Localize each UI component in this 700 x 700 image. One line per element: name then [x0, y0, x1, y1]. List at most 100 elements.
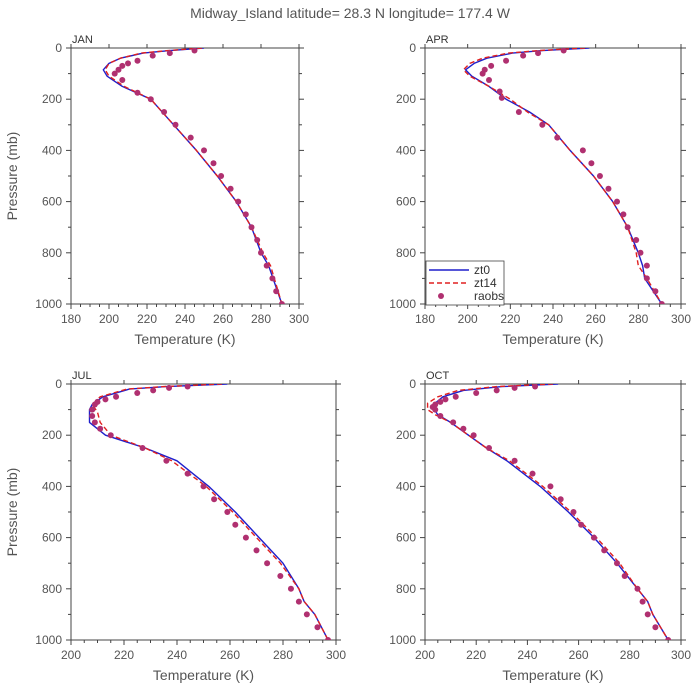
- y-tick-label: 400: [396, 479, 416, 493]
- raobs-point: [277, 573, 284, 579]
- raobs-point: [184, 384, 191, 390]
- raobs-point: [639, 598, 646, 605]
- raobs-point: [278, 301, 285, 304]
- zt14-line: [462, 48, 663, 304]
- legend-entry-zt14: zt14: [474, 276, 497, 290]
- y-tick-label: 200: [42, 428, 62, 442]
- raobs-point: [235, 198, 242, 205]
- y-axis-label: Pressure (mb): [4, 132, 20, 221]
- raobs-point: [503, 57, 510, 64]
- zt0-line: [88, 384, 329, 640]
- x-tick-label: 200: [99, 312, 119, 326]
- legend-entry-zt0: zt0: [474, 263, 490, 277]
- x-tick-label: 240: [517, 648, 537, 662]
- raobs-point: [620, 211, 627, 218]
- y-tick-label: 400: [42, 143, 62, 157]
- raobs-point: [588, 160, 595, 167]
- raobs-point: [139, 445, 146, 451]
- zt0-line: [432, 384, 669, 640]
- raobs-point: [201, 147, 207, 154]
- x-axis-label: Temperature (K): [502, 331, 603, 347]
- y-tick-label: 0: [55, 377, 62, 391]
- raobs-point: [115, 66, 122, 73]
- x-tick-label: 240: [175, 312, 195, 326]
- x-tick-label: 220: [500, 312, 520, 326]
- x-tick-label: 260: [569, 648, 589, 662]
- y-tick-label: 800: [42, 246, 62, 260]
- raobs-point: [633, 237, 640, 243]
- raobs-point: [532, 384, 539, 390]
- raobs-point: [200, 483, 207, 490]
- zt14-line: [91, 384, 329, 640]
- raobs-point: [227, 185, 234, 192]
- y-tick-label: 200: [42, 92, 62, 106]
- x-tick-label: 260: [220, 648, 240, 662]
- raobs-point: [119, 77, 126, 83]
- raobs-point: [119, 62, 126, 69]
- y-tick-label: 1000: [389, 633, 416, 647]
- x-tick-label: 200: [458, 312, 478, 326]
- x-tick-label: 240: [543, 312, 563, 326]
- x-tick-label: 260: [586, 312, 606, 326]
- panel-jan: 180 200 220 240 260 280 300 0 200 400 600 800 1000 Te…: [4, 34, 309, 347]
- raobs-point: [578, 521, 585, 528]
- x-tick-label: 220: [466, 648, 486, 662]
- y-tick-label: 600: [396, 531, 416, 545]
- raobs-point: [473, 389, 480, 396]
- y-tick-label: 0: [409, 41, 416, 55]
- raobs-point: [624, 224, 631, 231]
- raobs-point: [187, 134, 194, 141]
- raobs-point: [147, 96, 154, 103]
- panel-jul: 200 220 240 260 280 300 0 200 400 600 800 1000 Tempe…: [4, 370, 346, 683]
- raobs-point: [511, 384, 518, 391]
- raobs-point: [210, 160, 217, 167]
- y-tick-label: 1000: [35, 633, 62, 647]
- raobs-point: [590, 534, 597, 541]
- x-axis-label: Temperature (K): [134, 331, 235, 347]
- raobs-point: [325, 637, 332, 640]
- raobs-point: [539, 121, 546, 128]
- raobs-point: [529, 470, 536, 477]
- raobs-point: [172, 121, 179, 128]
- raobs-point: [535, 50, 542, 57]
- panel-apr: 180 200 220 240 260 280 300 0 200 400 600 800 1000 Te…: [389, 34, 691, 347]
- y-tick-label: 200: [396, 92, 416, 106]
- y-tick-label: 1000: [35, 297, 62, 311]
- raobs-point: [224, 509, 231, 515]
- raobs-point: [652, 624, 659, 631]
- x-tick-label: 200: [61, 648, 81, 662]
- raobs-point: [486, 445, 492, 451]
- raobs-point: [634, 585, 641, 592]
- raobs-point: [97, 425, 104, 432]
- raobs-point: [452, 393, 459, 400]
- raobs-point: [166, 50, 173, 57]
- raobs-point: [547, 483, 554, 490]
- raobs-point: [218, 173, 225, 179]
- raobs-point: [248, 224, 255, 231]
- y-tick-label: 600: [396, 195, 416, 209]
- raobs-point: [486, 77, 492, 83]
- raobs-point: [614, 560, 620, 567]
- panel-label: APR: [426, 34, 449, 46]
- raobs-point: [264, 560, 271, 567]
- x-tick-label: 280: [273, 648, 293, 662]
- raobs-point: [614, 198, 620, 205]
- panel-oct: 200 220 240 260 280 300 0 200 400 600 800 1000 Tempe…: [389, 370, 691, 683]
- panel-label: JAN: [72, 34, 93, 46]
- y-tick-label: 400: [42, 479, 62, 493]
- x-tick-label: 180: [415, 312, 435, 326]
- raobs-point: [557, 496, 564, 503]
- raobs-point: [488, 62, 495, 69]
- panel-label: JUL: [72, 370, 92, 382]
- x-tick-label: 300: [671, 648, 691, 662]
- raobs-point: [111, 70, 118, 77]
- raobs-point: [596, 173, 603, 179]
- raobs-point: [102, 396, 109, 403]
- raobs-point: [263, 262, 270, 269]
- raobs-point: [442, 396, 449, 403]
- x-tick-label: 280: [251, 312, 271, 326]
- raobs-point: [166, 384, 173, 391]
- plot-data: [102, 48, 285, 304]
- raobs-point: [437, 398, 444, 405]
- raobs-point: [125, 60, 131, 67]
